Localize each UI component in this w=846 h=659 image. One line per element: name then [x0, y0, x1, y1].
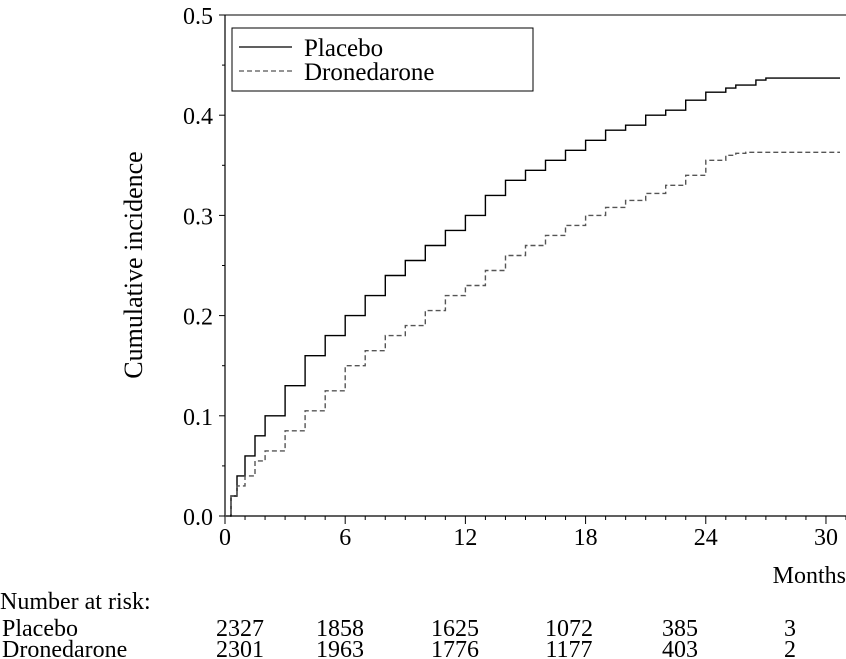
series-group: [225, 77, 840, 517]
y-axis: 0.0 0.1 0.2 0.3 0.4 0.5: [183, 4, 225, 531]
y-tick-label: 0.5: [183, 4, 213, 30]
risk-value: 1072: [545, 616, 593, 642]
x-tick-label: 6: [339, 525, 351, 551]
y-tick-label: 0.1: [183, 405, 213, 431]
x-axis-title: Months: [773, 563, 846, 589]
risk-row-label: Placebo: [2, 616, 78, 642]
x-axis: 0 6 12 18 24 30: [219, 516, 846, 551]
risk-value: 3: [784, 616, 796, 642]
risk-value: 1776: [431, 637, 479, 659]
risk-value: 1963: [316, 637, 364, 659]
y-tick-label: 0.4: [183, 104, 213, 130]
risk-value: 1625: [431, 616, 479, 642]
risk-row-label: Dronedarone: [2, 637, 127, 659]
risk-value: 1858: [316, 616, 364, 642]
x-tick-label: 30: [814, 525, 838, 551]
risk-rows: Placebo 2327 1858 1625 1072 385 3 Dronedarone 23…: [2, 616, 796, 659]
y-axis-title: Cumulative incidence: [119, 151, 148, 378]
series-line-placebo: [225, 77, 840, 517]
risk-value: 1177: [545, 637, 592, 659]
x-tick-label: 24: [694, 525, 718, 551]
risk-value: 403: [662, 637, 698, 659]
series-line-dronedarone: [225, 151, 840, 517]
risk-value: 2: [784, 637, 796, 659]
x-tick-label: 18: [574, 525, 598, 551]
y-tick-label: 0.2: [183, 305, 213, 331]
y-tick-label: 0.0: [183, 505, 213, 531]
x-tick-label: 12: [453, 525, 477, 551]
risk-value: 2301: [216, 637, 264, 659]
legend-box: [231, 27, 534, 92]
risk-table-title: Number at risk:: [0, 589, 151, 615]
risk-value: 385: [662, 616, 698, 642]
risk-value: 2327: [216, 616, 264, 642]
y-tick-label: 0.3: [183, 204, 213, 230]
legend-label-placebo: Placebo: [304, 35, 383, 62]
legend: Placebo Dronedarone: [231, 27, 534, 92]
risk-table: Number at risk: Placebo 2327 1858 1625 1072 3…: [0, 589, 796, 659]
x-tick-label: 0: [219, 525, 231, 551]
legend-label-dronedarone: Dronedarone: [304, 59, 435, 86]
